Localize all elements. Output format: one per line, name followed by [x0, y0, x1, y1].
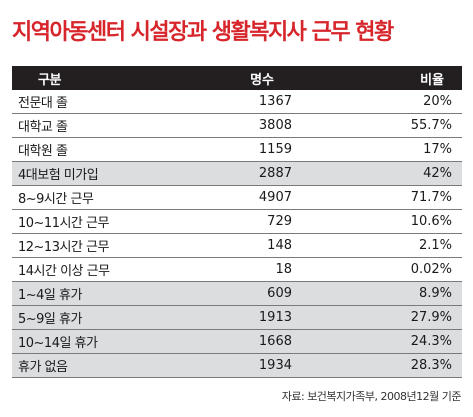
row-count: 609	[267, 286, 292, 301]
table-body: 전문대 졸 1367 20% 대학교 졸 3808 55.7% 대학원 졸 1159 17% 4대…	[12, 90, 462, 378]
row-ratio: 71.7%	[410, 190, 452, 205]
row-count: 1934	[258, 358, 292, 373]
row-ratio: 55.7%	[410, 118, 452, 133]
table-row: 대학교 졸 3808 55.7%	[12, 114, 462, 138]
row-ratio: 27.9%	[410, 310, 452, 325]
row-label: 12~13시간 근무	[18, 240, 109, 255]
source-note: 자료: 보건복지가족부, 2008년12월 기준	[281, 390, 462, 403]
row-count: 4907	[258, 190, 292, 205]
row-ratio: 42%	[423, 166, 452, 181]
row-label: 휴가 없음	[18, 360, 68, 375]
table-row: 5~9일 휴가 1913 27.9%	[12, 306, 462, 330]
row-label: 대학교 졸	[18, 120, 68, 135]
header-count: 명수	[250, 72, 274, 88]
row-ratio: 10.6%	[410, 214, 452, 229]
row-count: 18	[275, 262, 292, 277]
row-ratio: 24.3%	[410, 334, 452, 349]
row-count: 2887	[258, 166, 292, 181]
row-label: 전문대 졸	[18, 96, 68, 111]
table-row: 8~9시간 근무 4907 71.7%	[12, 186, 462, 210]
row-ratio: 2.1%	[418, 238, 452, 253]
row-ratio: 0.02%	[410, 262, 452, 277]
row-count: 1367	[258, 94, 292, 109]
table-row: 12~13시간 근무 148 2.1%	[12, 234, 462, 258]
row-count: 729	[267, 214, 292, 229]
header-category: 구분	[38, 72, 61, 88]
table-header: 구분 명수 비율	[12, 66, 462, 90]
table-row: 4대보험 미가입 2887 42%	[12, 162, 462, 186]
table-row: 전문대 졸 1367 20%	[12, 90, 462, 114]
data-table: 구분 명수 비율 전문대 졸 1367 20% 대학교 졸 3808 55.7% 대학원 졸…	[12, 66, 462, 378]
row-label: 5~9일 휴가	[18, 312, 82, 327]
row-label: 10~14일 휴가	[18, 336, 98, 351]
row-ratio: 20%	[423, 94, 452, 109]
table-row: 1~4일 휴가 609 8.9%	[12, 282, 462, 306]
row-label: 10~11시간 근무	[18, 216, 109, 231]
header-ratio: 비율	[420, 72, 444, 88]
row-ratio: 17%	[423, 142, 452, 157]
row-count: 148	[267, 238, 292, 253]
table-row: 10~14일 휴가 1668 24.3%	[12, 330, 462, 354]
row-ratio: 8.9%	[418, 286, 452, 301]
row-count: 3808	[258, 118, 292, 133]
row-count: 1913	[258, 310, 292, 325]
row-label: 대학원 졸	[18, 144, 68, 159]
row-count: 1668	[258, 334, 292, 349]
table-row: 대학원 졸 1159 17%	[12, 138, 462, 162]
row-label: 4대보험 미가입	[18, 168, 99, 183]
table-row: 14시간 이상 근무 18 0.02%	[12, 258, 462, 282]
row-count: 1159	[258, 142, 292, 157]
chart-title: 지역아동센터 시설장과 생활복지사 근무 현황	[12, 20, 394, 45]
row-ratio: 28.3%	[410, 358, 452, 373]
table-row: 10~11시간 근무 729 10.6%	[12, 210, 462, 234]
row-label: 8~9시간 근무	[18, 192, 94, 207]
table-row: 휴가 없음 1934 28.3%	[12, 354, 462, 378]
row-label: 14시간 이상 근무	[18, 264, 110, 279]
row-label: 1~4일 휴가	[18, 288, 82, 303]
